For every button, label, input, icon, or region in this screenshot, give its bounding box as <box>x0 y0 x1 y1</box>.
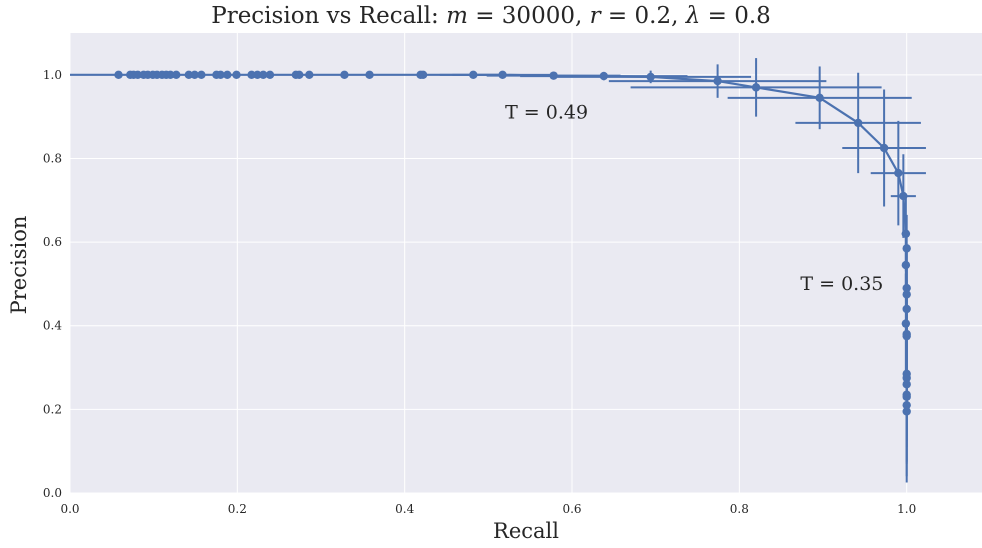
data-point <box>216 70 225 80</box>
data-point <box>751 83 761 92</box>
data-point <box>902 373 911 383</box>
data-point <box>902 392 911 402</box>
data-point <box>713 76 722 86</box>
chart-title-lambda-value: 0.8 <box>734 3 771 29</box>
data-point <box>894 168 903 178</box>
x-tick-label: 0.4 <box>395 502 414 516</box>
data-point <box>853 118 863 128</box>
data-point <box>902 244 911 253</box>
data-point <box>232 70 241 80</box>
data-point <box>259 70 268 80</box>
tick-labels: 0.0 0.2 0.4 0.6 0.8 1.0 0.0 0.2 0.4 0.6 0.8 1.0 <box>43 68 916 516</box>
data-point <box>197 70 206 80</box>
data-point <box>902 407 911 416</box>
data-point <box>902 304 911 314</box>
data-point <box>879 143 889 153</box>
data-point <box>902 329 911 339</box>
data-point <box>133 70 142 80</box>
chart-title-lambda-symbol: λ <box>685 3 701 29</box>
data-point <box>901 229 911 238</box>
data-point <box>247 70 256 80</box>
y-tick-label: 0.8 <box>43 151 62 165</box>
data-point <box>899 191 908 201</box>
y-tick-label: 1.0 <box>43 68 62 82</box>
y-tick-label: 0.4 <box>43 319 62 333</box>
data-point <box>166 70 175 80</box>
x-tick-label: 0.2 <box>228 502 247 516</box>
chart-title-r-value: 0.2 <box>634 3 672 29</box>
chart-title-equals: = <box>700 3 735 29</box>
data-point <box>340 70 349 80</box>
data-point <box>190 70 199 80</box>
chart-title-equals: = <box>600 3 635 29</box>
data-point <box>902 400 911 410</box>
data-point <box>253 70 262 80</box>
data-point <box>901 319 911 328</box>
chart-title-equals: = <box>467 3 502 29</box>
x-tick-label: 0.8 <box>730 502 749 516</box>
data-point <box>295 70 304 80</box>
y-tick-label: 0.6 <box>43 235 62 249</box>
data-point <box>172 70 181 80</box>
data-point <box>646 72 655 82</box>
data-point <box>901 260 911 270</box>
data-point <box>599 71 609 81</box>
x-tick-label: 0.0 <box>60 502 79 516</box>
threshold-annotation: T = 0.49 <box>505 101 588 123</box>
chart-title-r-symbol: r <box>589 3 601 29</box>
plot-area <box>70 33 982 493</box>
y-axis-label: Precision <box>7 215 31 315</box>
data-point <box>223 70 232 80</box>
data-point <box>498 70 507 80</box>
data-point <box>184 70 194 80</box>
data-point <box>549 71 558 80</box>
x-tick-label: 0.6 <box>562 502 581 516</box>
data-point <box>902 283 911 293</box>
markers <box>114 70 911 416</box>
data-point <box>902 380 911 389</box>
x-tick-label: 1.0 <box>897 502 916 516</box>
data-point <box>265 70 275 80</box>
data-point <box>418 70 428 80</box>
data-point <box>815 93 824 103</box>
threshold-annotation: T = 0.35 <box>800 273 883 295</box>
data-point <box>469 70 478 80</box>
data-point <box>902 290 911 299</box>
chart-title-m-symbol: m <box>446 3 468 29</box>
data-point <box>114 70 123 80</box>
y-tick-label: 0.2 <box>43 402 62 416</box>
chart-title: Precision vs Recall: m = 30000, r = 0.2,… <box>0 3 982 29</box>
data-point <box>365 70 374 80</box>
x-axis-label: Recall <box>493 519 559 543</box>
chart-title-sep: , <box>671 3 686 29</box>
chart-title-sep: , <box>574 3 590 29</box>
annotations: T = 0.49 T = 0.35 <box>505 101 883 294</box>
data-point <box>305 70 314 80</box>
y-tick-label: 0.0 <box>43 486 62 500</box>
chart-title-prefix: Precision vs Recall: <box>211 3 447 29</box>
chart-title-m-value: 30000 <box>501 3 575 29</box>
